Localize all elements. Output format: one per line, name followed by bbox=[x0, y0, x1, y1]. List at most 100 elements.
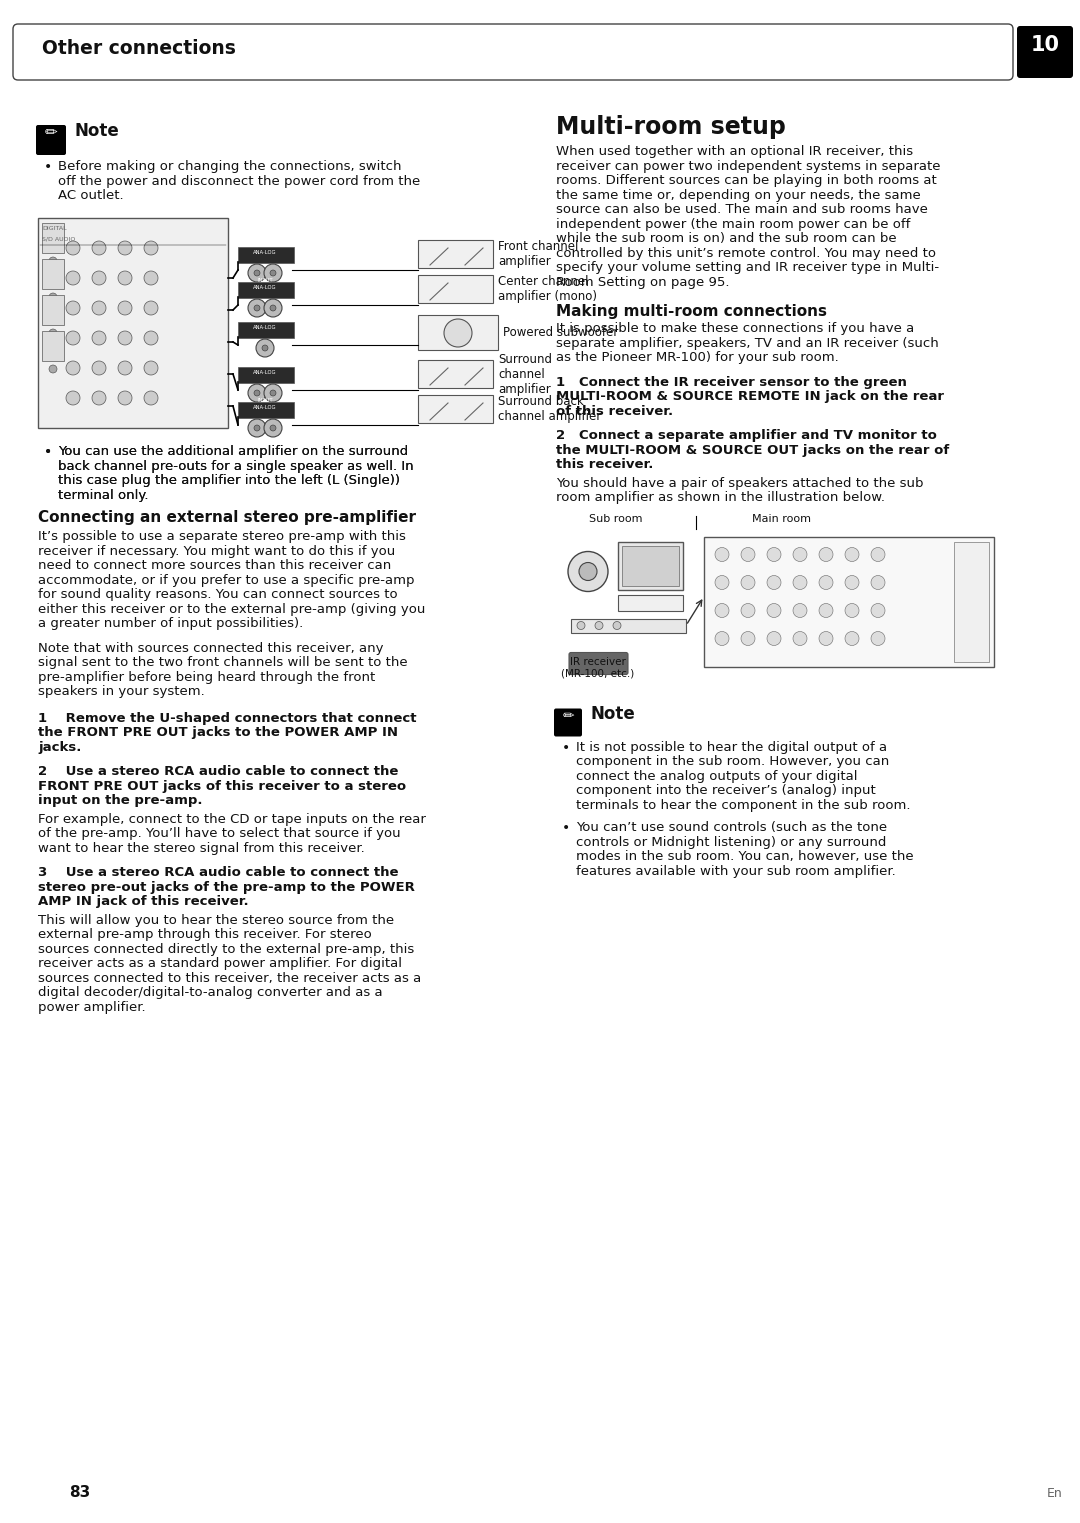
Text: this receiver.: this receiver. bbox=[556, 458, 653, 471]
Text: You can’t use sound controls (such as the tone: You can’t use sound controls (such as th… bbox=[576, 821, 887, 835]
Text: •: • bbox=[562, 740, 570, 754]
Circle shape bbox=[264, 384, 282, 402]
Text: receiver if necessary. You might want to do this if you: receiver if necessary. You might want to… bbox=[38, 545, 395, 557]
Circle shape bbox=[254, 425, 260, 431]
Text: 1    Remove the U-shaped connectors that connect: 1 Remove the U-shaped connectors that co… bbox=[38, 711, 417, 725]
Circle shape bbox=[254, 390, 260, 396]
Circle shape bbox=[118, 361, 132, 375]
Circle shape bbox=[767, 603, 781, 617]
Text: Main room: Main room bbox=[752, 513, 810, 524]
Circle shape bbox=[66, 361, 80, 375]
Text: rooms. Different sources can be playing in both rooms at: rooms. Different sources can be playing … bbox=[556, 174, 936, 187]
Text: back channel pre-outs for a single speaker as well. In: back channel pre-outs for a single speak… bbox=[58, 460, 414, 472]
Text: •: • bbox=[44, 445, 52, 458]
Text: 1   Connect the IR receiver sensor to the green: 1 Connect the IR receiver sensor to the … bbox=[556, 376, 907, 388]
Circle shape bbox=[845, 632, 859, 646]
Text: Before making or changing the connections, switch: Before making or changing the connection… bbox=[58, 160, 402, 174]
Circle shape bbox=[248, 263, 266, 282]
Bar bbox=[618, 594, 683, 611]
Bar bbox=[42, 222, 64, 253]
Bar bbox=[418, 276, 492, 303]
Text: For example, connect to the CD or tape inputs on the rear: For example, connect to the CD or tape i… bbox=[38, 812, 426, 825]
Circle shape bbox=[118, 330, 132, 346]
Text: room amplifier as shown in the illustration below.: room amplifier as shown in the illustrat… bbox=[556, 490, 885, 504]
Circle shape bbox=[66, 330, 80, 346]
Circle shape bbox=[577, 621, 585, 629]
Text: connect the analog outputs of your digital: connect the analog outputs of your digit… bbox=[576, 769, 858, 783]
Text: •: • bbox=[44, 160, 52, 174]
Text: off the power and disconnect the power cord from the: off the power and disconnect the power c… bbox=[58, 175, 420, 187]
Circle shape bbox=[49, 292, 57, 302]
Circle shape bbox=[264, 419, 282, 437]
Circle shape bbox=[870, 603, 885, 617]
Circle shape bbox=[248, 384, 266, 402]
Text: Front channel
amplifier: Front channel amplifier bbox=[498, 241, 579, 268]
Text: INPUT: INPUT bbox=[257, 279, 273, 283]
Circle shape bbox=[270, 270, 276, 276]
Circle shape bbox=[741, 547, 755, 562]
Circle shape bbox=[118, 302, 132, 315]
Text: Center channel
amplifier (mono): Center channel amplifier (mono) bbox=[498, 276, 597, 303]
Text: Note that with sources connected this receiver, any: Note that with sources connected this re… bbox=[38, 641, 383, 655]
Text: •: • bbox=[44, 445, 52, 458]
Circle shape bbox=[144, 271, 158, 285]
Circle shape bbox=[144, 330, 158, 346]
Text: ANA·LOG: ANA·LOG bbox=[253, 370, 276, 375]
Circle shape bbox=[845, 603, 859, 617]
Bar bbox=[418, 241, 492, 268]
Text: INPUT: INPUT bbox=[257, 362, 273, 369]
Bar bbox=[42, 330, 64, 361]
Circle shape bbox=[793, 603, 807, 617]
Text: pre-amplifier before being heard through the front: pre-amplifier before being heard through… bbox=[38, 670, 375, 684]
Text: Room Setting on page 95.: Room Setting on page 95. bbox=[556, 276, 729, 288]
Text: ANA·LOG: ANA·LOG bbox=[253, 285, 276, 289]
Text: separate amplifier, speakers, TV and an IR receiver (such: separate amplifier, speakers, TV and an … bbox=[556, 337, 939, 349]
Text: INPUT: INPUT bbox=[257, 244, 273, 248]
Text: speakers in your system.: speakers in your system. bbox=[38, 685, 205, 698]
Circle shape bbox=[248, 299, 266, 317]
Text: the MULTI-ROOM & SOURCE OUT jacks on the rear of: the MULTI-ROOM & SOURCE OUT jacks on the… bbox=[556, 443, 949, 457]
Text: This will allow you to hear the stereo source from the: This will allow you to hear the stereo s… bbox=[38, 914, 394, 926]
Circle shape bbox=[819, 547, 833, 562]
Circle shape bbox=[741, 632, 755, 646]
Circle shape bbox=[715, 547, 729, 562]
Text: receiver acts as a standard power amplifier. For digital: receiver acts as a standard power amplif… bbox=[38, 956, 402, 970]
Circle shape bbox=[264, 299, 282, 317]
Text: It is not possible to hear the digital output of a: It is not possible to hear the digital o… bbox=[576, 740, 887, 754]
Circle shape bbox=[270, 390, 276, 396]
Circle shape bbox=[254, 270, 260, 276]
Circle shape bbox=[870, 576, 885, 589]
Text: 83: 83 bbox=[69, 1485, 91, 1500]
Circle shape bbox=[715, 576, 729, 589]
Text: this case plug the amplifier into the left (​L (Single)​): this case plug the amplifier into the le… bbox=[58, 474, 400, 487]
Circle shape bbox=[144, 241, 158, 254]
Text: controls or Midnight listening) or any surround: controls or Midnight listening) or any s… bbox=[576, 836, 887, 848]
Bar bbox=[571, 618, 686, 632]
Text: power amplifier.: power amplifier. bbox=[38, 1001, 146, 1013]
Text: •: • bbox=[562, 821, 570, 835]
FancyBboxPatch shape bbox=[36, 125, 66, 155]
FancyBboxPatch shape bbox=[238, 247, 294, 262]
Bar bbox=[418, 359, 492, 388]
Circle shape bbox=[118, 391, 132, 405]
Text: Powered subwoofer: Powered subwoofer bbox=[503, 326, 618, 338]
Text: Note: Note bbox=[590, 705, 635, 722]
Text: ✏: ✏ bbox=[563, 708, 573, 722]
Text: features available with your sub room amplifier.: features available with your sub room am… bbox=[576, 865, 895, 877]
Circle shape bbox=[819, 603, 833, 617]
Text: Connecting an external stereo pre-amplifier: Connecting an external stereo pre-amplif… bbox=[38, 510, 416, 525]
Text: FRONT PRE OUT jacks of this receiver to a stereo: FRONT PRE OUT jacks of this receiver to … bbox=[38, 780, 406, 792]
Circle shape bbox=[118, 241, 132, 254]
Text: You can use the additional amplifier on the surround: You can use the additional amplifier on … bbox=[58, 445, 408, 458]
Bar bbox=[42, 259, 64, 289]
Text: INPUT: INPUT bbox=[257, 318, 273, 323]
Text: signal sent to the two front channels will be sent to the: signal sent to the two front channels wi… bbox=[38, 656, 407, 669]
Circle shape bbox=[870, 632, 885, 646]
Bar bbox=[622, 545, 679, 585]
FancyBboxPatch shape bbox=[238, 282, 294, 297]
Text: need to connect more sources than this receiver can: need to connect more sources than this r… bbox=[38, 559, 391, 573]
Circle shape bbox=[715, 603, 729, 617]
Text: for sound quality reasons. You can connect sources to: for sound quality reasons. You can conne… bbox=[38, 588, 397, 602]
Circle shape bbox=[767, 576, 781, 589]
Text: either this receiver or to the external pre-amp (giving you: either this receiver or to the external … bbox=[38, 603, 426, 615]
